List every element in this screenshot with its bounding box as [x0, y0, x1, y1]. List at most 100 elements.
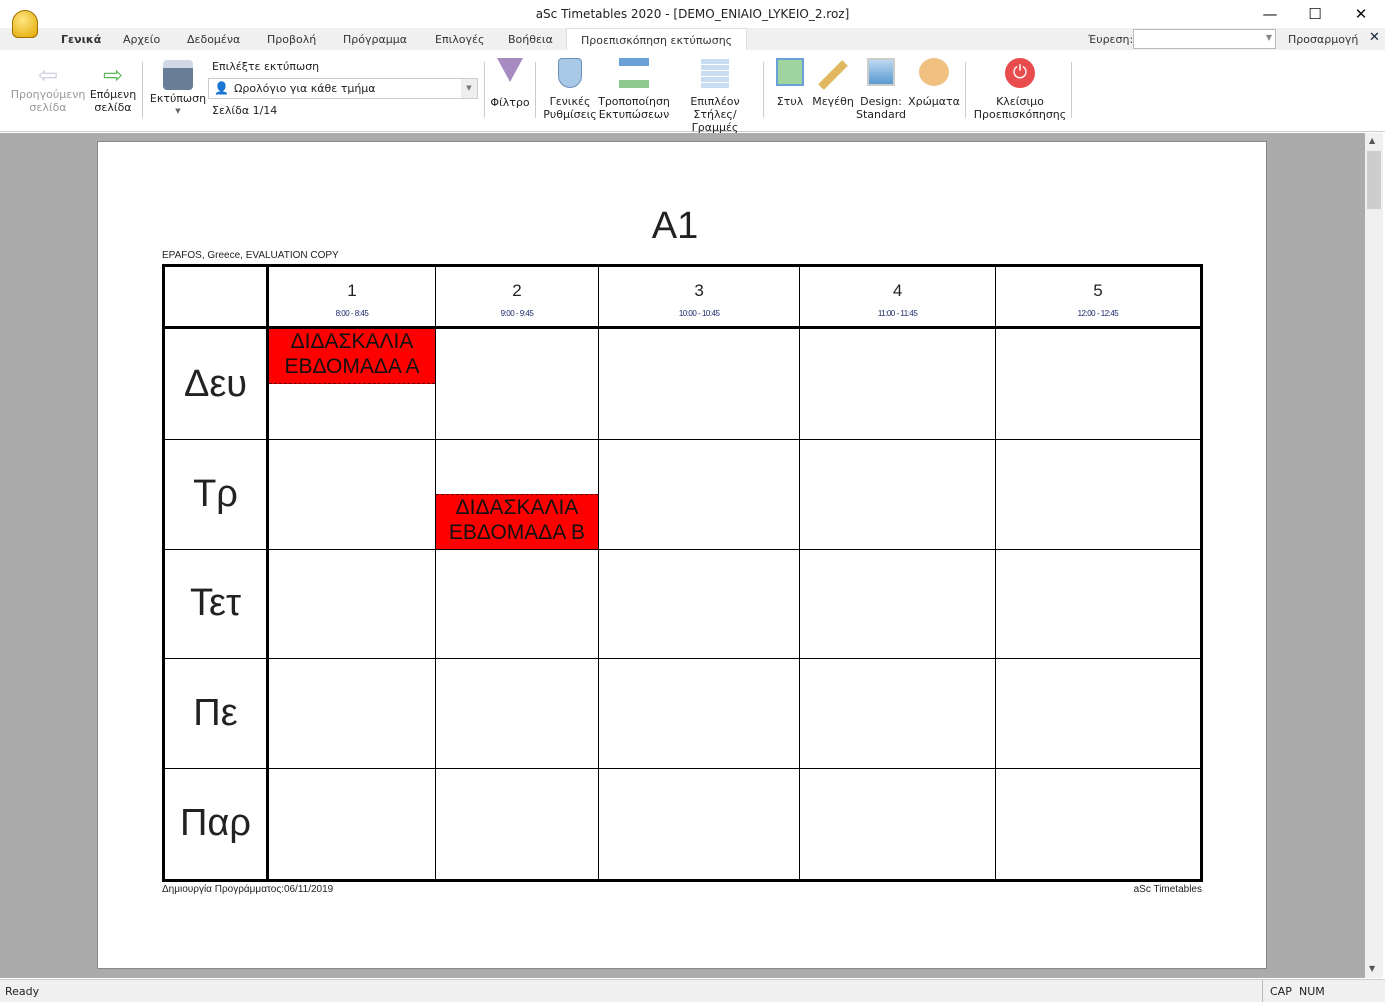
chevron-down-icon[interactable]: ▼: [1265, 33, 1272, 42]
timetable-cell[interactable]: [434, 548, 600, 660]
hierarchy-icon: [619, 58, 649, 88]
maximize-button[interactable]: ☐: [1308, 5, 1322, 23]
caps-indicator: CAP: [1270, 985, 1292, 998]
print-button[interactable]: Εκτύπωση ▼: [148, 60, 208, 118]
style-button[interactable]: Στυλ: [772, 58, 808, 108]
day-row: Πε: [163, 658, 1203, 769]
period-number: 3: [694, 281, 704, 300]
tab-timetable[interactable]: Πρόγραμμα: [343, 33, 407, 46]
day-row: Δευ ΔΙΔΑΣΚΑΛΙΑ ΕΒΔΟΜΑΔΑ Α: [163, 326, 1203, 441]
label: Χρώματα: [908, 95, 960, 108]
timetable-cell[interactable]: [994, 439, 1203, 550]
timetable-cell[interactable]: [799, 548, 996, 660]
period-header: 2 9:00 - 9:45: [434, 265, 600, 329]
close-button[interactable]: ✕: [1354, 5, 1368, 23]
search-input[interactable]: ▼: [1133, 29, 1276, 49]
timetable-cell[interactable]: [597, 767, 801, 882]
header-row: 1 8:00 - 8:45 2 9:00 - 9:45 3 10:00 - 10:45 4 1…: [163, 265, 1203, 329]
period-time: 11:00 - 11:45: [877, 309, 918, 318]
timetable-cell[interactable]: [994, 326, 1203, 441]
title-bar: aSc Timetables 2020 - [DEMO_ENIAIO_LYKEI…: [0, 0, 1385, 38]
timetable-cell[interactable]: [994, 767, 1203, 882]
period-number: 4: [892, 281, 903, 300]
period-time: 8:00 - 8:45: [335, 309, 369, 318]
design-button[interactable]: Design: Standard: [856, 58, 906, 121]
period-number: 5: [1093, 281, 1103, 300]
timetable-cell[interactable]: [434, 326, 600, 441]
colors-button[interactable]: Χρώματα: [908, 58, 960, 108]
close-preview-button[interactable]: ⏻ Κλείσιμο Προεπισκόπησης: [970, 58, 1070, 121]
timetable-cell[interactable]: [994, 658, 1203, 769]
shield-icon: [558, 58, 582, 88]
close-ribbon-icon[interactable]: ✕: [1369, 30, 1380, 45]
timetable-cell[interactable]: [799, 658, 996, 769]
period-header: 4 11:00 - 11:45: [799, 265, 996, 329]
timetable-grid: 1 8:00 - 8:45 2 9:00 - 9:45 3 10:00 - 10:45 4 1…: [162, 264, 1203, 882]
tab-data[interactable]: Δεδομένα: [187, 33, 241, 46]
scroll-thumb[interactable]: [1367, 151, 1381, 209]
period-number: 2: [512, 281, 522, 300]
tab-help[interactable]: Βοήθεια: [508, 33, 553, 46]
card-line: ΔΙΔΑΣΚΑΛΙΑ: [455, 495, 579, 519]
timetable-cell[interactable]: [597, 548, 801, 660]
timetable-cell[interactable]: [799, 326, 996, 441]
timetable-cell[interactable]: ΔΙΔΑΣΚΑΛΙΑ ΕΒΔΟΜΑΔΑ Β: [434, 439, 600, 550]
chevron-down-icon[interactable]: ▼: [461, 79, 477, 98]
customize-button[interactable]: Προσαρμογή: [1288, 33, 1359, 46]
scroll-up-icon[interactable]: ▲: [1369, 136, 1376, 145]
school-name: EPAFOS, Greece, EVALUATION COPY: [162, 250, 339, 261]
timetable-cell[interactable]: [597, 326, 801, 441]
ribbon-tabs: Γενικά Αρχείο Δεδομένα Προβολή Πρόγραμμα…: [0, 28, 1385, 51]
label: Εκτύπωση: [149, 92, 207, 105]
period-header: 5 12:00 - 12:45: [994, 265, 1203, 329]
timetable-cell[interactable]: [434, 658, 600, 769]
filter-button[interactable]: Φίλτρο: [489, 58, 531, 109]
day-label: Παρ: [163, 767, 269, 882]
tab-general[interactable]: Γενικά: [61, 33, 102, 46]
search-label: Έυρεση:: [1088, 33, 1134, 46]
day-row: Παρ: [163, 767, 1203, 882]
timetable-cell[interactable]: ΔΙΔΑΣΚΑΛΙΑ ΕΒΔΟΜΑΔΑ Α: [267, 326, 436, 441]
tab-options[interactable]: Επιλογές: [435, 33, 485, 46]
palette-icon: [919, 58, 949, 86]
timetable-cell[interactable]: [434, 767, 600, 882]
period-time: 10:00 - 10:45: [678, 309, 720, 318]
extra-columns-button[interactable]: Επιπλέον Στήλες/Γραμμές: [673, 58, 757, 134]
timetable-cell[interactable]: [267, 767, 436, 882]
lesson-card[interactable]: ΔΙΔΑΣΚΑΛΙΑ ΕΒΔΟΜΑΔΑ Β: [435, 493, 598, 549]
status-text: Ready: [5, 985, 40, 998]
tab-file[interactable]: Αρχείο: [123, 33, 161, 46]
timetable-cell[interactable]: [597, 439, 801, 550]
tab-view[interactable]: Προβολή: [267, 33, 317, 46]
label: Εκτυπώσεων: [598, 108, 670, 121]
ribbon: ⇦ Προηγούμενη σελίδα ⇨ Επόμενη σελίδα Εκτύ…: [0, 50, 1385, 134]
label: Στήλες/Γραμμές: [691, 108, 739, 134]
timetable-cell[interactable]: [799, 439, 996, 550]
modify-prints-button[interactable]: Τροποποίηση Εκτυπώσεων: [598, 58, 670, 121]
timetable-cell[interactable]: [267, 658, 436, 769]
timetable-cell[interactable]: [597, 658, 801, 769]
prev-page-button[interactable]: ⇦ Προηγούμενη σελίδα: [8, 62, 88, 114]
scroll-down-icon[interactable]: ▼: [1369, 964, 1376, 973]
tab-print-preview[interactable]: Προεπισκόπηση εκτύπωσης: [566, 28, 748, 51]
sizes-button[interactable]: Μεγέθη: [811, 58, 855, 108]
arrow-right-icon: ⇨: [102, 61, 124, 89]
day-label: Πε: [163, 658, 269, 769]
label: Standard: [856, 108, 907, 121]
vertical-scrollbar[interactable]: ▲ ▼: [1365, 133, 1383, 978]
asc-bell-logo-icon[interactable]: [12, 10, 38, 38]
timetable-cell[interactable]: [267, 548, 436, 660]
lesson-card[interactable]: ΔΙΔΑΣΚΑΛΙΑ ΕΒΔΟΜΑΔΑ Α: [269, 329, 435, 384]
timetable-cell[interactable]: [267, 439, 436, 550]
period-header: 3 10:00 - 10:45: [597, 265, 801, 329]
print-select[interactable]: 👤 Ωρολόγιο για κάθε τμήμα ▼: [208, 78, 478, 99]
label: Γενικές: [549, 95, 591, 108]
label: Design:: [860, 95, 902, 108]
next-page-button[interactable]: ⇨ Επόμενη σελίδα: [88, 62, 138, 114]
minimize-button[interactable]: —: [1262, 5, 1278, 23]
timetable-cell[interactable]: [994, 548, 1203, 660]
day-row: Τετ: [163, 548, 1203, 660]
general-settings-button[interactable]: Γενικές Ρυθμίσεις: [542, 58, 598, 121]
timetable-cell[interactable]: [799, 767, 996, 882]
day-row: Τρ ΔΙΔΑΣΚΑΛΙΑ ΕΒΔΟΜΑΔΑ Β: [163, 439, 1203, 550]
